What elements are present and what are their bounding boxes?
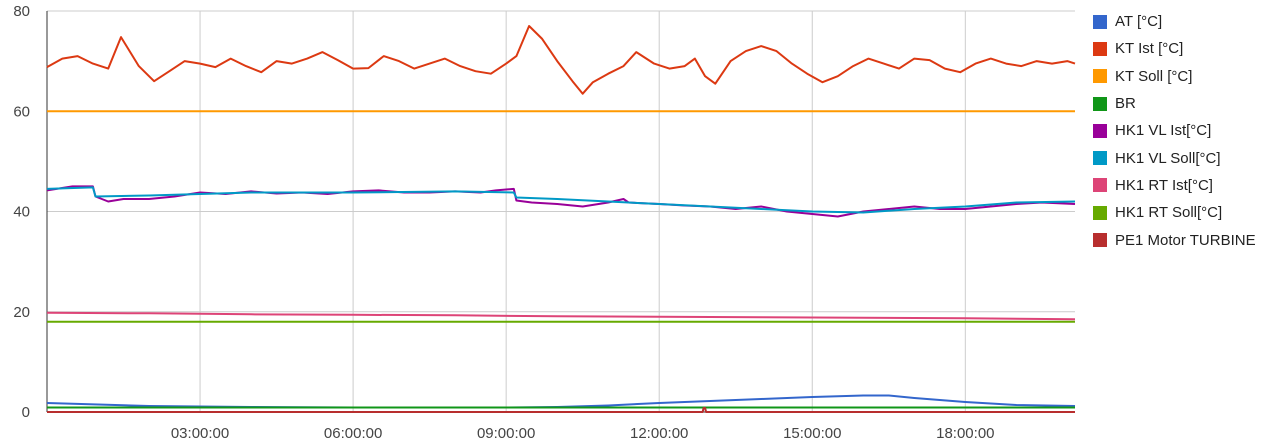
y-tick-label: 60 [13, 103, 30, 120]
legend-item-kt-soll-c[interactable]: KT Soll [°C] [1093, 63, 1256, 90]
legend-swatch [1093, 41, 1107, 56]
legend-label: KT Ist [°C] [1115, 40, 1184, 58]
legend-item-hk1-rt-soll-c[interactable]: HK1 RT Soll[°C] [1093, 199, 1256, 226]
legend-swatch [1093, 151, 1107, 166]
x-tick-labels: 03:00:00 06:00:00 09:00:00 12:00:00 15:00:00… [171, 425, 995, 442]
legend-label: HK1 RT Ist[°C] [1115, 176, 1213, 194]
legend-label: PE1 Motor TURBINE [1115, 231, 1256, 249]
x-tick-label: 09:00:00 [477, 425, 535, 442]
series-line-pe1-motor-turbine[interactable] [47, 407, 1075, 413]
legend-item-kt-ist-c[interactable]: KT Ist [°C] [1093, 35, 1256, 62]
x-tick-label: 12:00:00 [630, 425, 688, 442]
y-tick-label: 0 [22, 404, 30, 421]
x-tick-label: 06:00:00 [324, 425, 382, 442]
x-tick-label: 03:00:00 [171, 425, 229, 442]
x-tick-label: 15:00:00 [783, 425, 841, 442]
legend: AT [°C] KT Ist [°C] KT Soll [°C] BR HK1 VL I… [1093, 8, 1256, 254]
legend-item-br[interactable]: BR [1093, 90, 1256, 117]
legend-swatch [1093, 123, 1107, 138]
legend-label: BR [1115, 95, 1136, 113]
series-line-hk1-vl-soll-c[interactable] [46, 186, 1076, 214]
y-tick-labels: 0 20 40 60 80 [13, 3, 30, 421]
series-line-hk1-rt-ist-c[interactable] [46, 311, 1076, 321]
legend-swatch [1093, 178, 1107, 193]
series-line-kt-ist-c[interactable] [46, 25, 1076, 95]
legend-item-hk1-rt-ist-c[interactable]: HK1 RT Ist[°C] [1093, 172, 1256, 199]
series-line-at-c[interactable] [46, 394, 1076, 409]
legend-swatch [1093, 14, 1107, 29]
legend-swatch [1093, 69, 1107, 84]
x-tick-label: 18:00:00 [936, 425, 994, 442]
y-tick-label: 20 [13, 304, 30, 321]
series-lines [46, 25, 1076, 413]
legend-item-hk1-vl-ist-c[interactable]: HK1 VL Ist[°C] [1093, 117, 1256, 144]
legend-label: KT Soll [°C] [1115, 67, 1193, 85]
legend-swatch [1093, 233, 1107, 248]
legend-label: HK1 RT Soll[°C] [1115, 204, 1223, 222]
gridlines [47, 10, 1075, 412]
y-tick-label: 40 [13, 204, 30, 221]
legend-label: HK1 VL Ist[°C] [1115, 122, 1212, 140]
legend-swatch [1093, 205, 1107, 220]
legend-label: HK1 VL Soll[°C] [1115, 149, 1221, 167]
legend-item-hk1-vl-soll-c[interactable]: HK1 VL Soll[°C] [1093, 144, 1256, 171]
legend-swatch [1093, 96, 1107, 111]
legend-item-at-c[interactable]: AT [°C] [1093, 8, 1256, 35]
legend-label: AT [°C] [1115, 13, 1163, 31]
legend-item-pe1-motor-turbine[interactable]: PE1 Motor TURBINE [1093, 226, 1256, 253]
y-tick-label: 80 [13, 3, 30, 20]
